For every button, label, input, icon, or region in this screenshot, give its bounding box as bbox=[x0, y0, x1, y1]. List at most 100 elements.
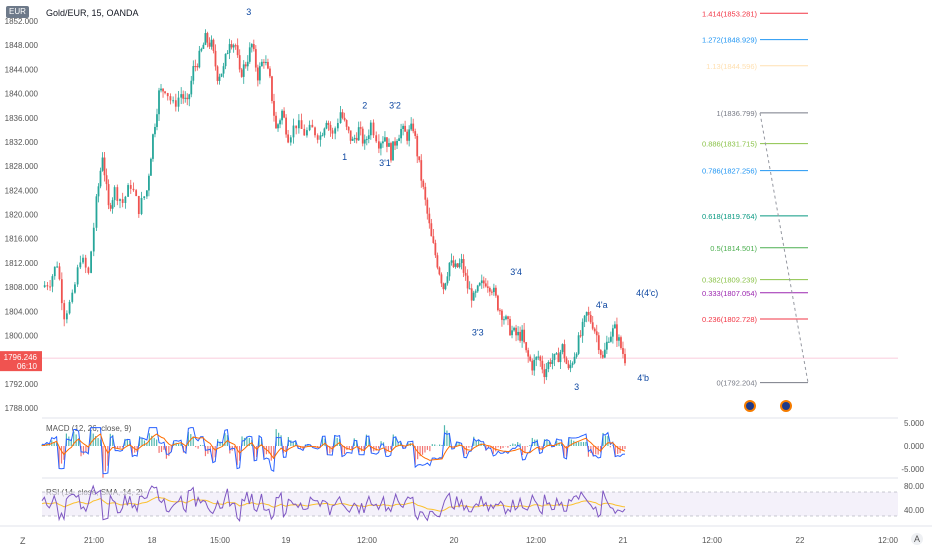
macd-histogram-bar bbox=[602, 432, 604, 446]
candle-body bbox=[152, 134, 154, 159]
candle-body bbox=[316, 135, 319, 140]
candle-body bbox=[103, 157, 106, 176]
macd-histogram-bar bbox=[192, 436, 194, 446]
macd-histogram-bar bbox=[517, 442, 519, 446]
macd-histogram-bar bbox=[95, 436, 97, 446]
candle-body bbox=[254, 49, 257, 68]
candle-body bbox=[206, 33, 209, 43]
candle-body bbox=[190, 80, 193, 95]
candle-body bbox=[325, 122, 328, 129]
macd-histogram-bar bbox=[399, 442, 402, 446]
candle-body bbox=[616, 324, 618, 341]
price-tick: 1848.000 bbox=[5, 41, 39, 50]
macd-histogram-bar bbox=[453, 446, 455, 448]
macd-histogram-bar bbox=[595, 446, 597, 455]
candle-body bbox=[90, 251, 92, 273]
candle-body bbox=[184, 97, 187, 99]
wave-label: 2 bbox=[362, 101, 367, 111]
candle-body bbox=[121, 199, 124, 203]
candle-body bbox=[571, 363, 574, 366]
price-tick: 1804.000 bbox=[5, 307, 39, 316]
candle-body bbox=[49, 286, 51, 288]
candle-body bbox=[404, 125, 407, 132]
macd-histogram-bar bbox=[56, 441, 58, 446]
candle-body bbox=[164, 91, 166, 94]
candle-body bbox=[365, 139, 368, 141]
time-tick: 12:00 bbox=[357, 536, 378, 545]
candle-body bbox=[549, 362, 552, 364]
candle-body bbox=[492, 287, 495, 293]
macd-histogram-bar bbox=[499, 446, 502, 449]
macd-histogram-bar bbox=[395, 436, 397, 446]
macd-histogram-bar bbox=[295, 441, 297, 446]
candle-body bbox=[408, 129, 411, 141]
candle-body bbox=[422, 180, 425, 187]
candle-body bbox=[177, 97, 180, 107]
candle-body bbox=[218, 76, 221, 81]
macd-histogram-bar bbox=[219, 441, 221, 446]
macd-histogram-bar bbox=[468, 446, 470, 448]
wave-label: 1 bbox=[342, 152, 347, 162]
currency-badge[interactable]: EUR bbox=[6, 6, 29, 18]
candle-body bbox=[244, 64, 247, 67]
fib-level-label: 0.236(1802.728) bbox=[702, 315, 758, 324]
macd-histogram-bar bbox=[234, 446, 236, 451]
candle-body bbox=[591, 322, 594, 329]
macd-tick: -5.000 bbox=[901, 465, 924, 474]
auto-scale-button[interactable]: A bbox=[911, 533, 923, 545]
macd-histogram-bar bbox=[187, 431, 189, 446]
wave-label: 4(4'c) bbox=[636, 288, 658, 298]
candle-body bbox=[220, 73, 223, 77]
candle-body bbox=[466, 275, 469, 289]
fib-level-label: 0.618(1819.764) bbox=[702, 212, 758, 221]
macd-histogram-bar bbox=[575, 441, 577, 446]
macd-histogram-bar bbox=[360, 446, 363, 452]
candle-body bbox=[336, 123, 339, 129]
macd-histogram-bar bbox=[160, 446, 163, 453]
candle-body bbox=[359, 127, 362, 129]
macd-histogram-bar bbox=[243, 437, 246, 446]
macd-histogram-bar bbox=[168, 446, 170, 457]
candle-body bbox=[462, 259, 465, 273]
candle-body bbox=[614, 324, 616, 329]
price-tick: 1788.000 bbox=[5, 404, 39, 413]
candle-body bbox=[444, 283, 447, 290]
candle-body bbox=[595, 331, 598, 336]
macd-histogram-bar bbox=[526, 446, 529, 447]
wave-label: 3'4 bbox=[510, 267, 522, 277]
time-tick: 21:00 bbox=[84, 536, 105, 545]
candle-body bbox=[101, 157, 104, 171]
candle-body bbox=[388, 143, 390, 147]
candle-body bbox=[361, 128, 364, 144]
candle-body bbox=[537, 356, 540, 358]
wave-label: 3 bbox=[246, 7, 251, 17]
time-tick: 15:00 bbox=[210, 536, 231, 545]
candle-body bbox=[143, 196, 146, 199]
macd-histogram-bar bbox=[407, 442, 409, 446]
candle-body bbox=[569, 365, 572, 369]
candle-body bbox=[228, 44, 231, 53]
candle-body bbox=[533, 359, 536, 371]
macd-histogram-bar bbox=[351, 446, 353, 450]
candle-body bbox=[60, 279, 63, 304]
macd-histogram-bar bbox=[221, 442, 224, 446]
candle-body bbox=[382, 141, 384, 144]
candle-body bbox=[406, 131, 409, 141]
wave-label: 3'1 bbox=[379, 158, 391, 168]
macd-histogram-bar bbox=[519, 443, 521, 446]
countdown-text: 06:10 bbox=[17, 362, 38, 371]
macd-histogram-bar bbox=[129, 440, 131, 446]
candle-body bbox=[416, 135, 419, 157]
candle-body bbox=[505, 316, 507, 320]
candle-body bbox=[92, 227, 95, 252]
candle-body bbox=[109, 205, 112, 209]
rsi-line bbox=[41, 484, 626, 522]
candle-body bbox=[573, 356, 576, 364]
macd-label[interactable]: MACD (12, 26, close, 9) bbox=[46, 424, 132, 433]
timezone-button[interactable]: Z bbox=[20, 536, 26, 546]
candle-body bbox=[394, 141, 396, 146]
candle-body bbox=[258, 66, 261, 81]
time-tick: 21 bbox=[619, 536, 628, 545]
candle-body bbox=[515, 327, 517, 336]
